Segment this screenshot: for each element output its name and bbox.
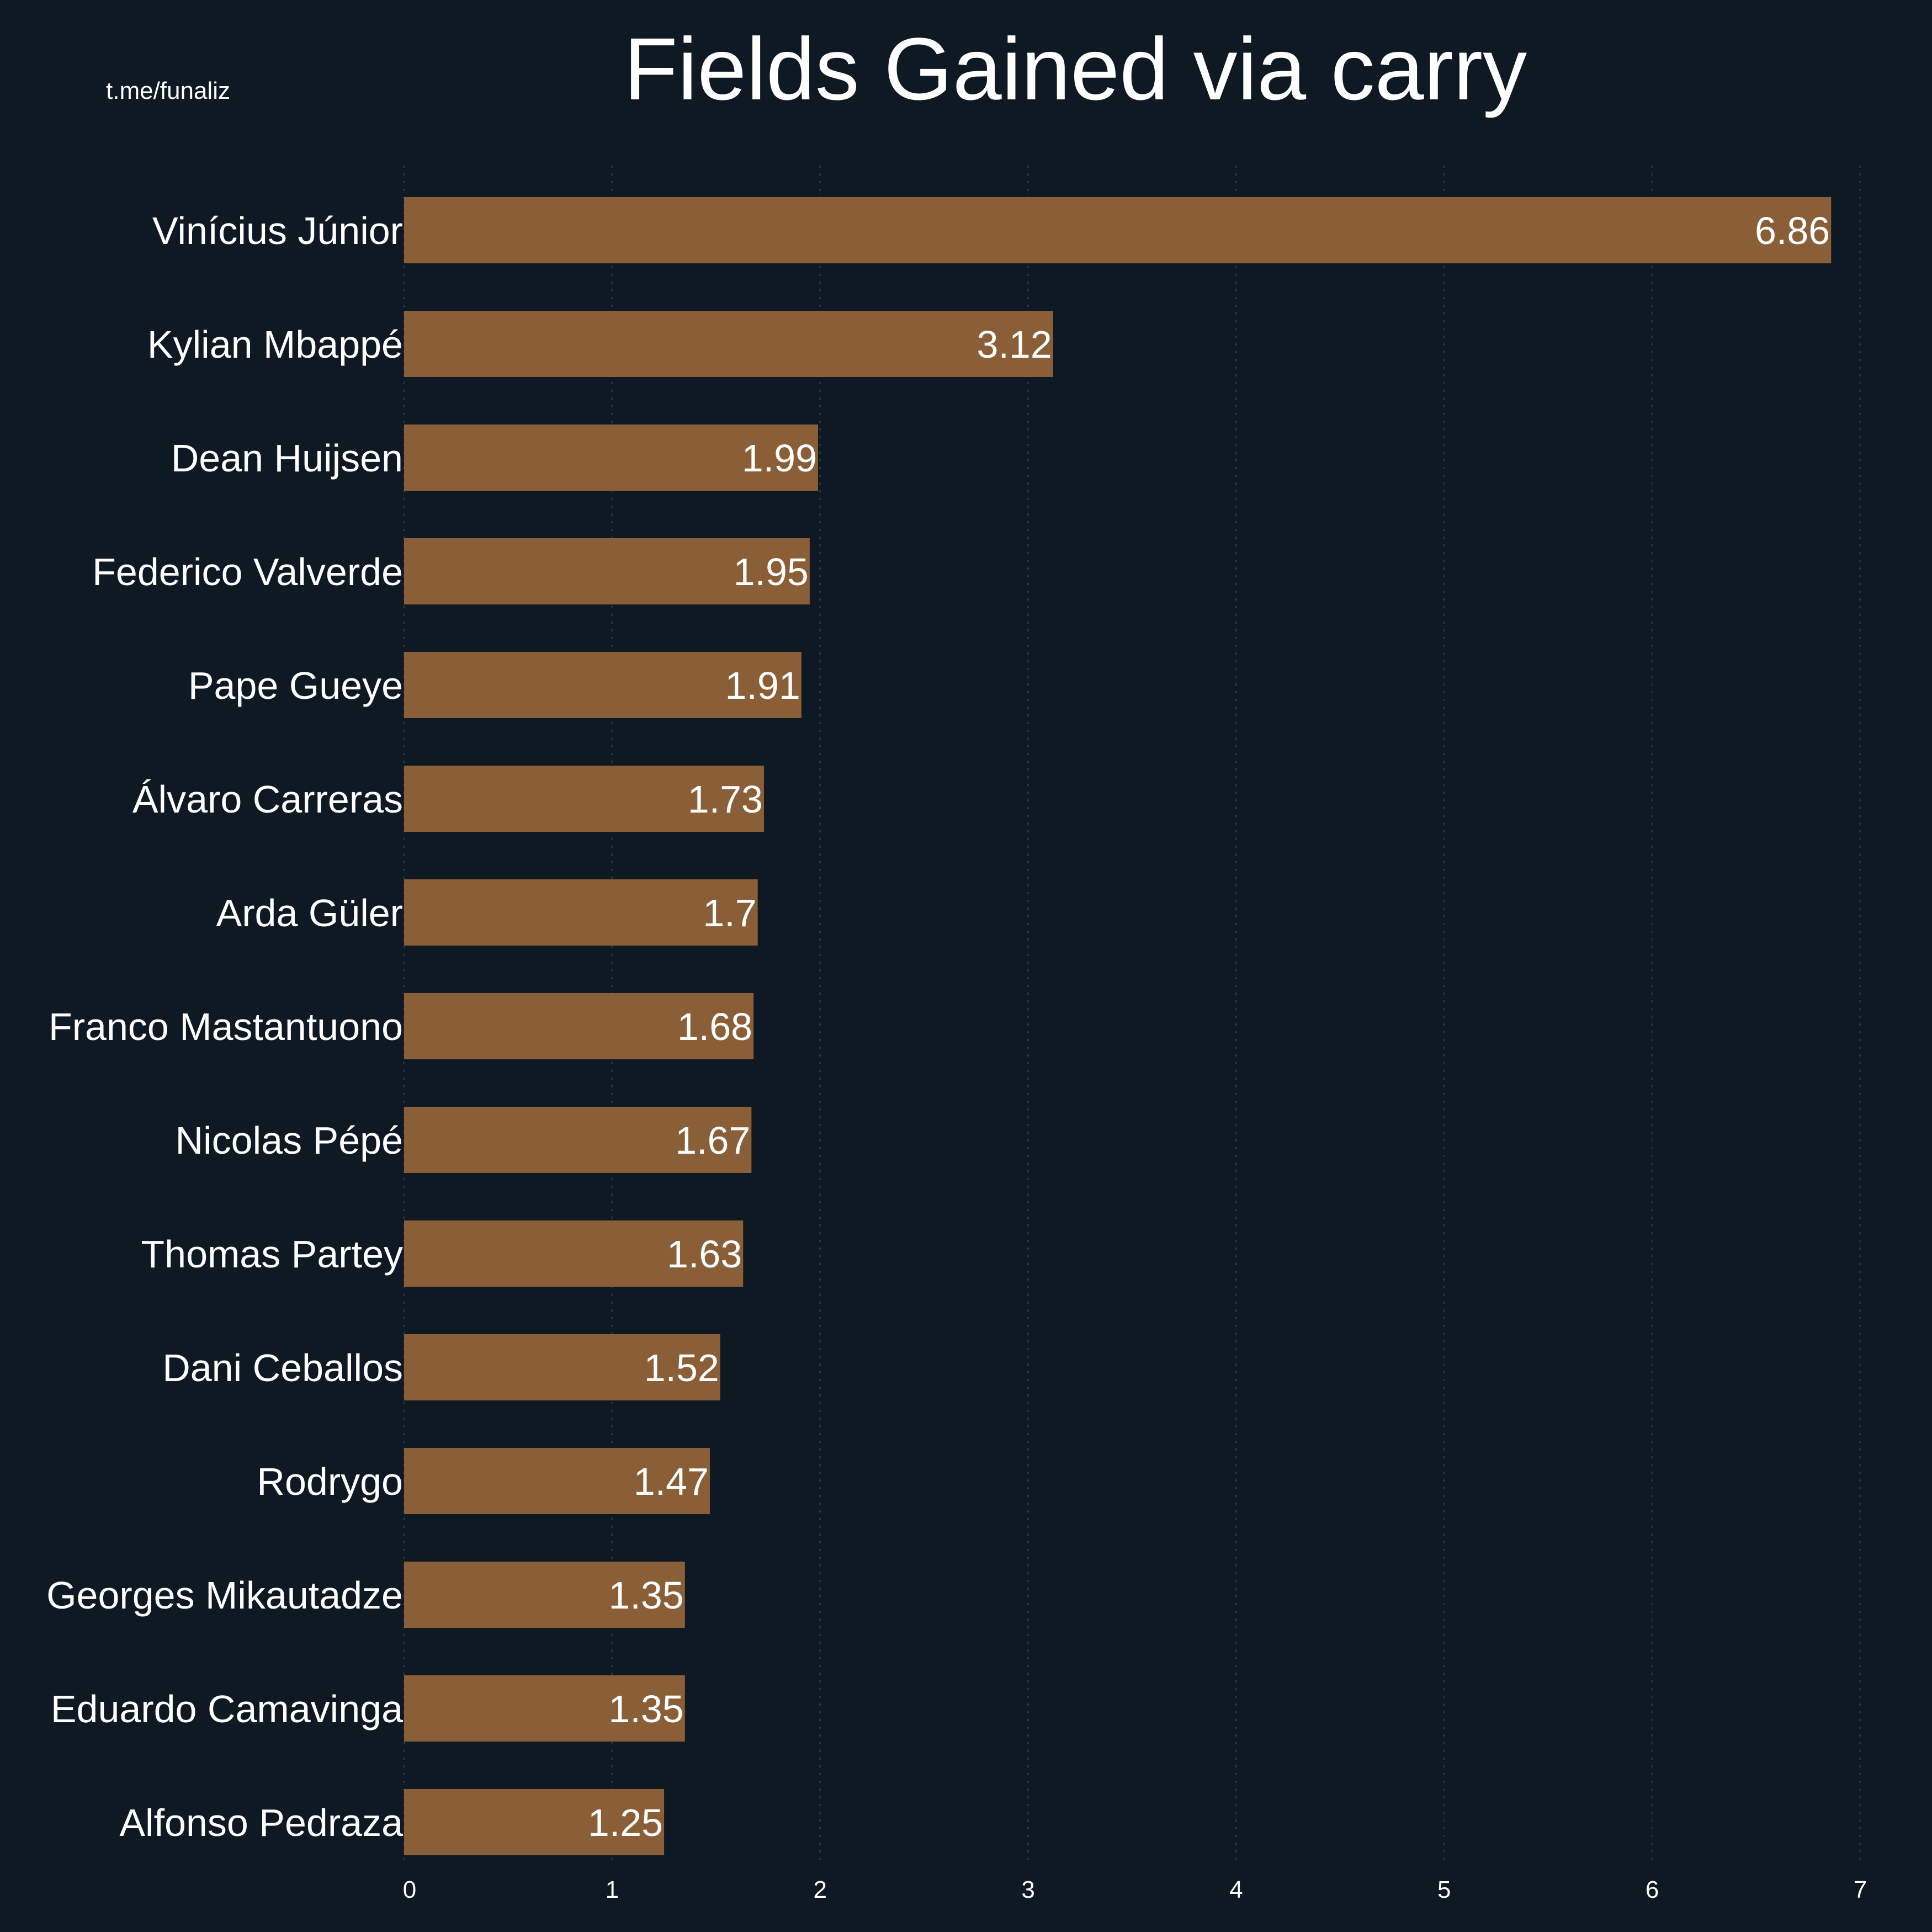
bar [404,1562,685,1628]
bar [404,1448,710,1514]
data-label: 1.35 [609,1574,684,1617]
category-label: Arda Güler [216,891,403,935]
data-label: 1.73 [688,778,763,821]
x-tick-label: 0 [403,1876,416,1903]
bar [404,424,818,491]
category-label: Alfonso Pedraza [119,1801,403,1844]
category-label: Georges Mikautadze [46,1574,403,1617]
category-label: Vinícius Júnior [152,209,403,252]
x-tick-label: 5 [1437,1876,1451,1903]
data-label: 1.35 [609,1687,684,1731]
category-label: Franco Mastantuono [49,1005,403,1048]
data-label: 1.52 [644,1346,719,1389]
bar [404,766,764,832]
x-tick-label: 6 [1646,1876,1659,1903]
bar [404,1220,744,1287]
data-label: 1.47 [634,1460,709,1503]
data-label: 3.12 [977,323,1052,366]
bar [404,538,810,604]
bar [404,311,1053,377]
data-label: 1.7 [703,891,756,935]
bar [404,1789,665,1855]
bar [404,197,1832,263]
data-label: 1.99 [742,437,817,480]
bar [404,1334,720,1400]
data-label: 1.67 [675,1119,750,1162]
data-label: 1.25 [588,1801,663,1844]
category-label: Dani Ceballos [162,1346,403,1389]
category-label: Federico Valverde [92,550,403,593]
bar [404,993,754,1059]
category-label: Dean Huijsen [171,437,403,480]
bar [404,652,802,718]
x-tick-label: 4 [1229,1876,1243,1903]
watermark: t.me/funaliz [106,77,230,104]
bar [404,879,758,946]
x-tick-label: 1 [606,1876,619,1903]
data-label: 6.86 [1755,209,1830,252]
x-tick-label: 7 [1854,1876,1867,1903]
category-label: Eduardo Camavinga [51,1687,403,1731]
bar [404,1107,752,1173]
data-label: 1.95 [734,550,809,593]
data-label: 1.68 [677,1005,752,1048]
category-label: Kylian Mbappé [147,323,403,366]
category-label: Nicolas Pépé [176,1119,403,1162]
category-label: Álvaro Carreras [132,778,403,821]
chart-title: Fields Gained via carry [624,19,1527,118]
category-label: Thomas Partey [141,1233,403,1276]
data-label: 1.63 [667,1233,742,1276]
category-label: Rodrygo [257,1460,403,1503]
data-label: 1.91 [725,664,800,707]
bar [404,1675,685,1742]
x-tick-label: 2 [813,1876,826,1903]
category-label: Pape Gueye [188,664,403,707]
x-tick-label: 3 [1021,1876,1034,1903]
